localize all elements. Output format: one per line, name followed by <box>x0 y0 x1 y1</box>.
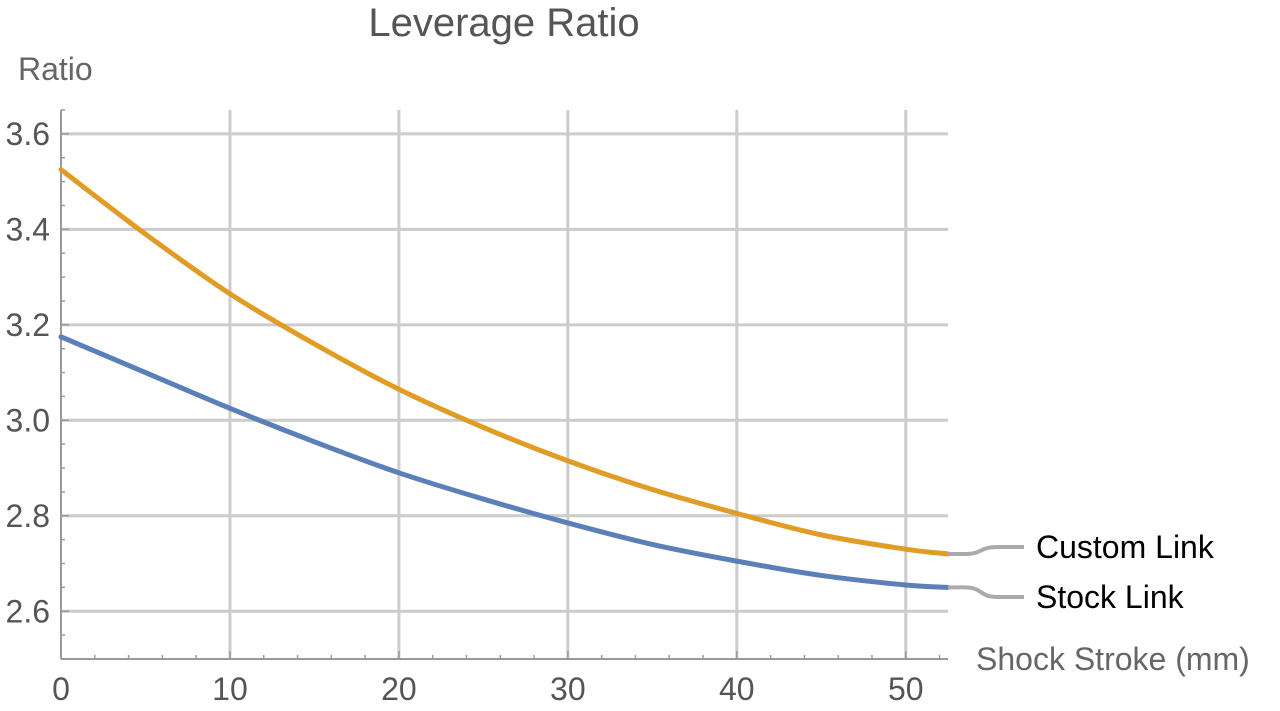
y-tick-label: 3.0 <box>6 402 50 438</box>
legend-leader-line <box>948 547 1024 554</box>
y-tick-label: 3.2 <box>6 307 50 343</box>
axes: 0 10 20 30 40 50 2.6 2.8 3.0 3.2 3.4 3.6 <box>6 110 948 707</box>
leverage-ratio-chart: Leverage Ratio Ratio Shock Stroke (mm) 0… <box>0 0 1280 711</box>
y-tick-label: 3.6 <box>6 116 50 152</box>
x-tick-label: 40 <box>719 671 755 707</box>
x-tick-label: 0 <box>52 671 70 707</box>
legend: Custom Link Stock Link <box>948 529 1215 615</box>
x-axis-label: Shock Stroke (mm) <box>976 641 1250 677</box>
y-tick-label: 2.6 <box>6 593 50 629</box>
series-line-stock-link <box>61 337 948 588</box>
x-tick-label: 50 <box>888 671 924 707</box>
series-lines <box>61 170 948 588</box>
legend-leader-line <box>948 587 1024 597</box>
x-tick-label: 10 <box>212 671 248 707</box>
y-tick-label: 3.4 <box>6 211 50 247</box>
series-line-custom-link <box>61 170 948 554</box>
x-tick-label: 20 <box>381 671 417 707</box>
y-axis-label: Ratio <box>18 51 93 87</box>
y-tick-label: 2.8 <box>6 498 50 534</box>
chart-title: Leverage Ratio <box>368 1 639 45</box>
legend-label: Stock Link <box>1036 579 1185 615</box>
x-tick-label: 30 <box>550 671 586 707</box>
legend-label: Custom Link <box>1036 529 1215 565</box>
